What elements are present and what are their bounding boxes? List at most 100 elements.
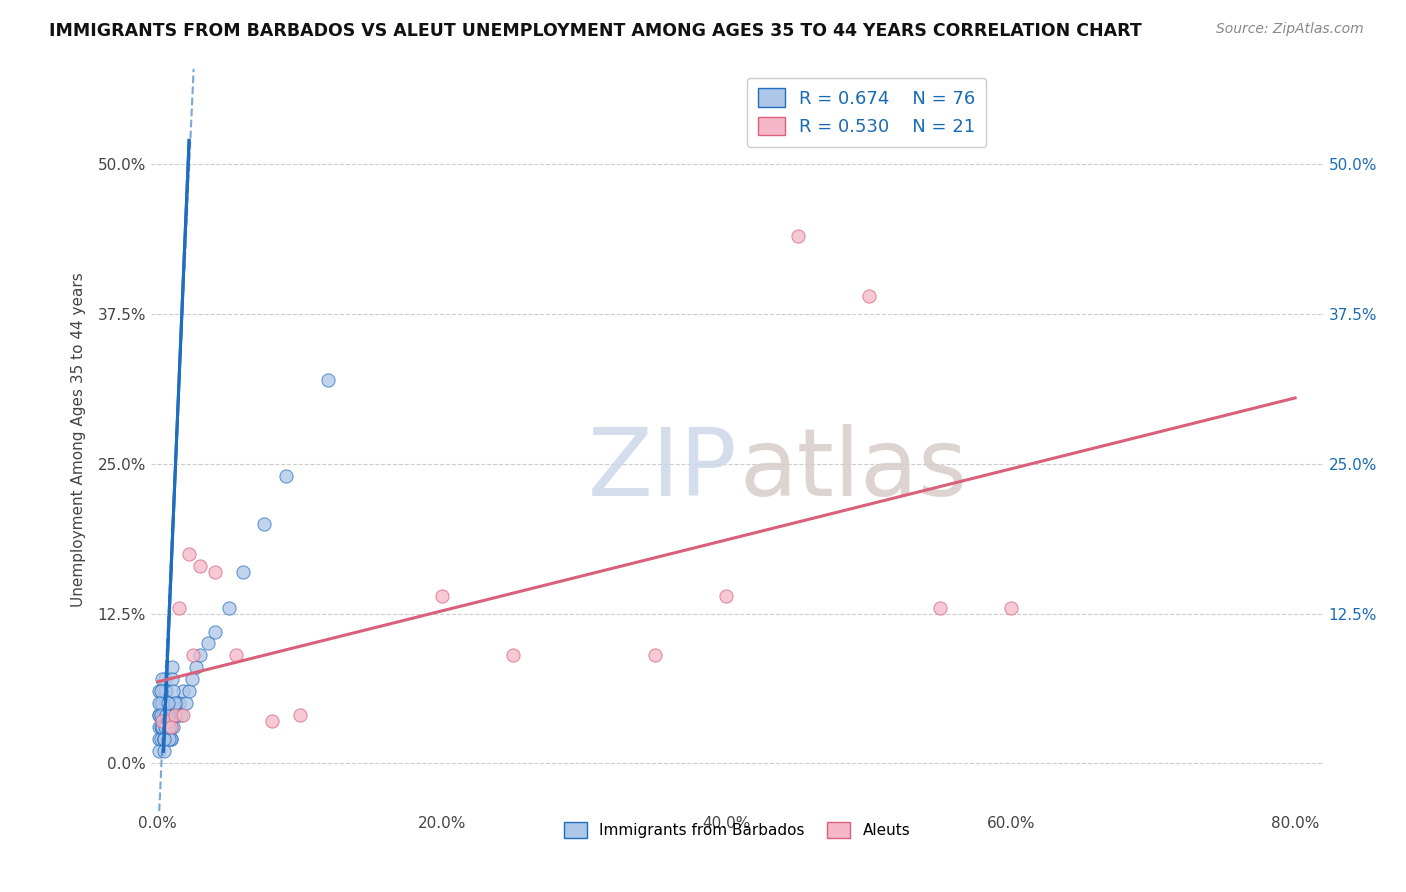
Point <box>149 684 172 698</box>
Point <box>150 714 173 729</box>
Point <box>160 660 183 674</box>
Legend: Immigrants from Barbados, Aleuts: Immigrants from Barbados, Aleuts <box>558 816 917 845</box>
Point <box>786 229 808 244</box>
Point <box>150 720 173 734</box>
Point <box>225 648 247 663</box>
Point <box>156 697 179 711</box>
Point <box>159 732 181 747</box>
Point <box>174 697 197 711</box>
Point <box>150 697 173 711</box>
Point <box>153 708 176 723</box>
Point <box>150 673 173 687</box>
Point <box>190 558 212 573</box>
Point <box>253 516 276 531</box>
Point <box>260 714 283 729</box>
Point <box>172 684 194 698</box>
Point <box>288 708 311 723</box>
Point <box>156 708 179 723</box>
Point <box>157 720 180 734</box>
Point <box>157 697 180 711</box>
Point <box>150 684 173 698</box>
Point <box>167 600 190 615</box>
Point <box>502 648 524 663</box>
Point <box>157 732 180 747</box>
Point <box>162 720 184 734</box>
Point <box>190 648 212 663</box>
Point <box>928 600 950 615</box>
Text: IMMIGRANTS FROM BARBADOS VS ALEUT UNEMPLOYMENT AMONG AGES 35 TO 44 YEARS CORRELA: IMMIGRANTS FROM BARBADOS VS ALEUT UNEMPL… <box>49 22 1142 40</box>
Point <box>149 720 172 734</box>
Y-axis label: Unemployment Among Ages 35 to 44 years: Unemployment Among Ages 35 to 44 years <box>72 272 86 607</box>
Point <box>149 732 172 747</box>
Point <box>159 720 181 734</box>
Point <box>149 708 172 723</box>
Point <box>232 565 254 579</box>
Point <box>156 714 179 729</box>
Point <box>204 624 226 639</box>
Point <box>163 697 186 711</box>
Point <box>152 708 174 723</box>
Point <box>169 708 191 723</box>
Text: Source: ZipAtlas.com: Source: ZipAtlas.com <box>1216 22 1364 37</box>
Point <box>274 468 297 483</box>
Point <box>152 720 174 734</box>
Point <box>318 373 340 387</box>
Point <box>181 673 204 687</box>
Point <box>163 708 186 723</box>
Point <box>148 732 170 747</box>
Point <box>150 720 173 734</box>
Point <box>150 697 173 711</box>
Point <box>155 684 177 698</box>
Point <box>155 697 177 711</box>
Point <box>162 684 184 698</box>
Point <box>197 636 219 650</box>
Point <box>172 708 194 723</box>
Point <box>177 684 200 698</box>
Point <box>177 547 200 561</box>
Point <box>155 708 177 723</box>
Point <box>163 708 186 723</box>
Point <box>716 589 738 603</box>
Point <box>148 708 170 723</box>
Point <box>153 673 176 687</box>
Point <box>159 732 181 747</box>
Point <box>153 684 176 698</box>
Point <box>150 708 173 723</box>
Point <box>153 697 176 711</box>
Point <box>153 720 176 734</box>
Point <box>152 744 174 758</box>
Point <box>149 684 172 698</box>
Text: ZIP: ZIP <box>588 424 737 516</box>
Point <box>155 697 177 711</box>
Point <box>1000 600 1022 615</box>
Point <box>430 589 453 603</box>
Point <box>218 600 240 615</box>
Point <box>149 708 172 723</box>
Point <box>152 732 174 747</box>
Point <box>183 648 205 663</box>
Point <box>152 732 174 747</box>
Text: atlas: atlas <box>740 424 967 516</box>
Point <box>149 697 172 711</box>
Point <box>148 744 170 758</box>
Point <box>148 684 170 698</box>
Point <box>156 708 179 723</box>
Point <box>166 708 188 723</box>
Point <box>167 697 190 711</box>
Point <box>153 720 176 734</box>
Point <box>165 697 187 711</box>
Point <box>155 720 177 734</box>
Point <box>148 708 170 723</box>
Point <box>157 708 180 723</box>
Point <box>159 720 181 734</box>
Point <box>644 648 666 663</box>
Point <box>204 565 226 579</box>
Point <box>160 697 183 711</box>
Point <box>160 708 183 723</box>
Point <box>160 673 183 687</box>
Point <box>858 289 880 303</box>
Point <box>152 732 174 747</box>
Point <box>186 660 208 674</box>
Point <box>148 697 170 711</box>
Point <box>148 720 170 734</box>
